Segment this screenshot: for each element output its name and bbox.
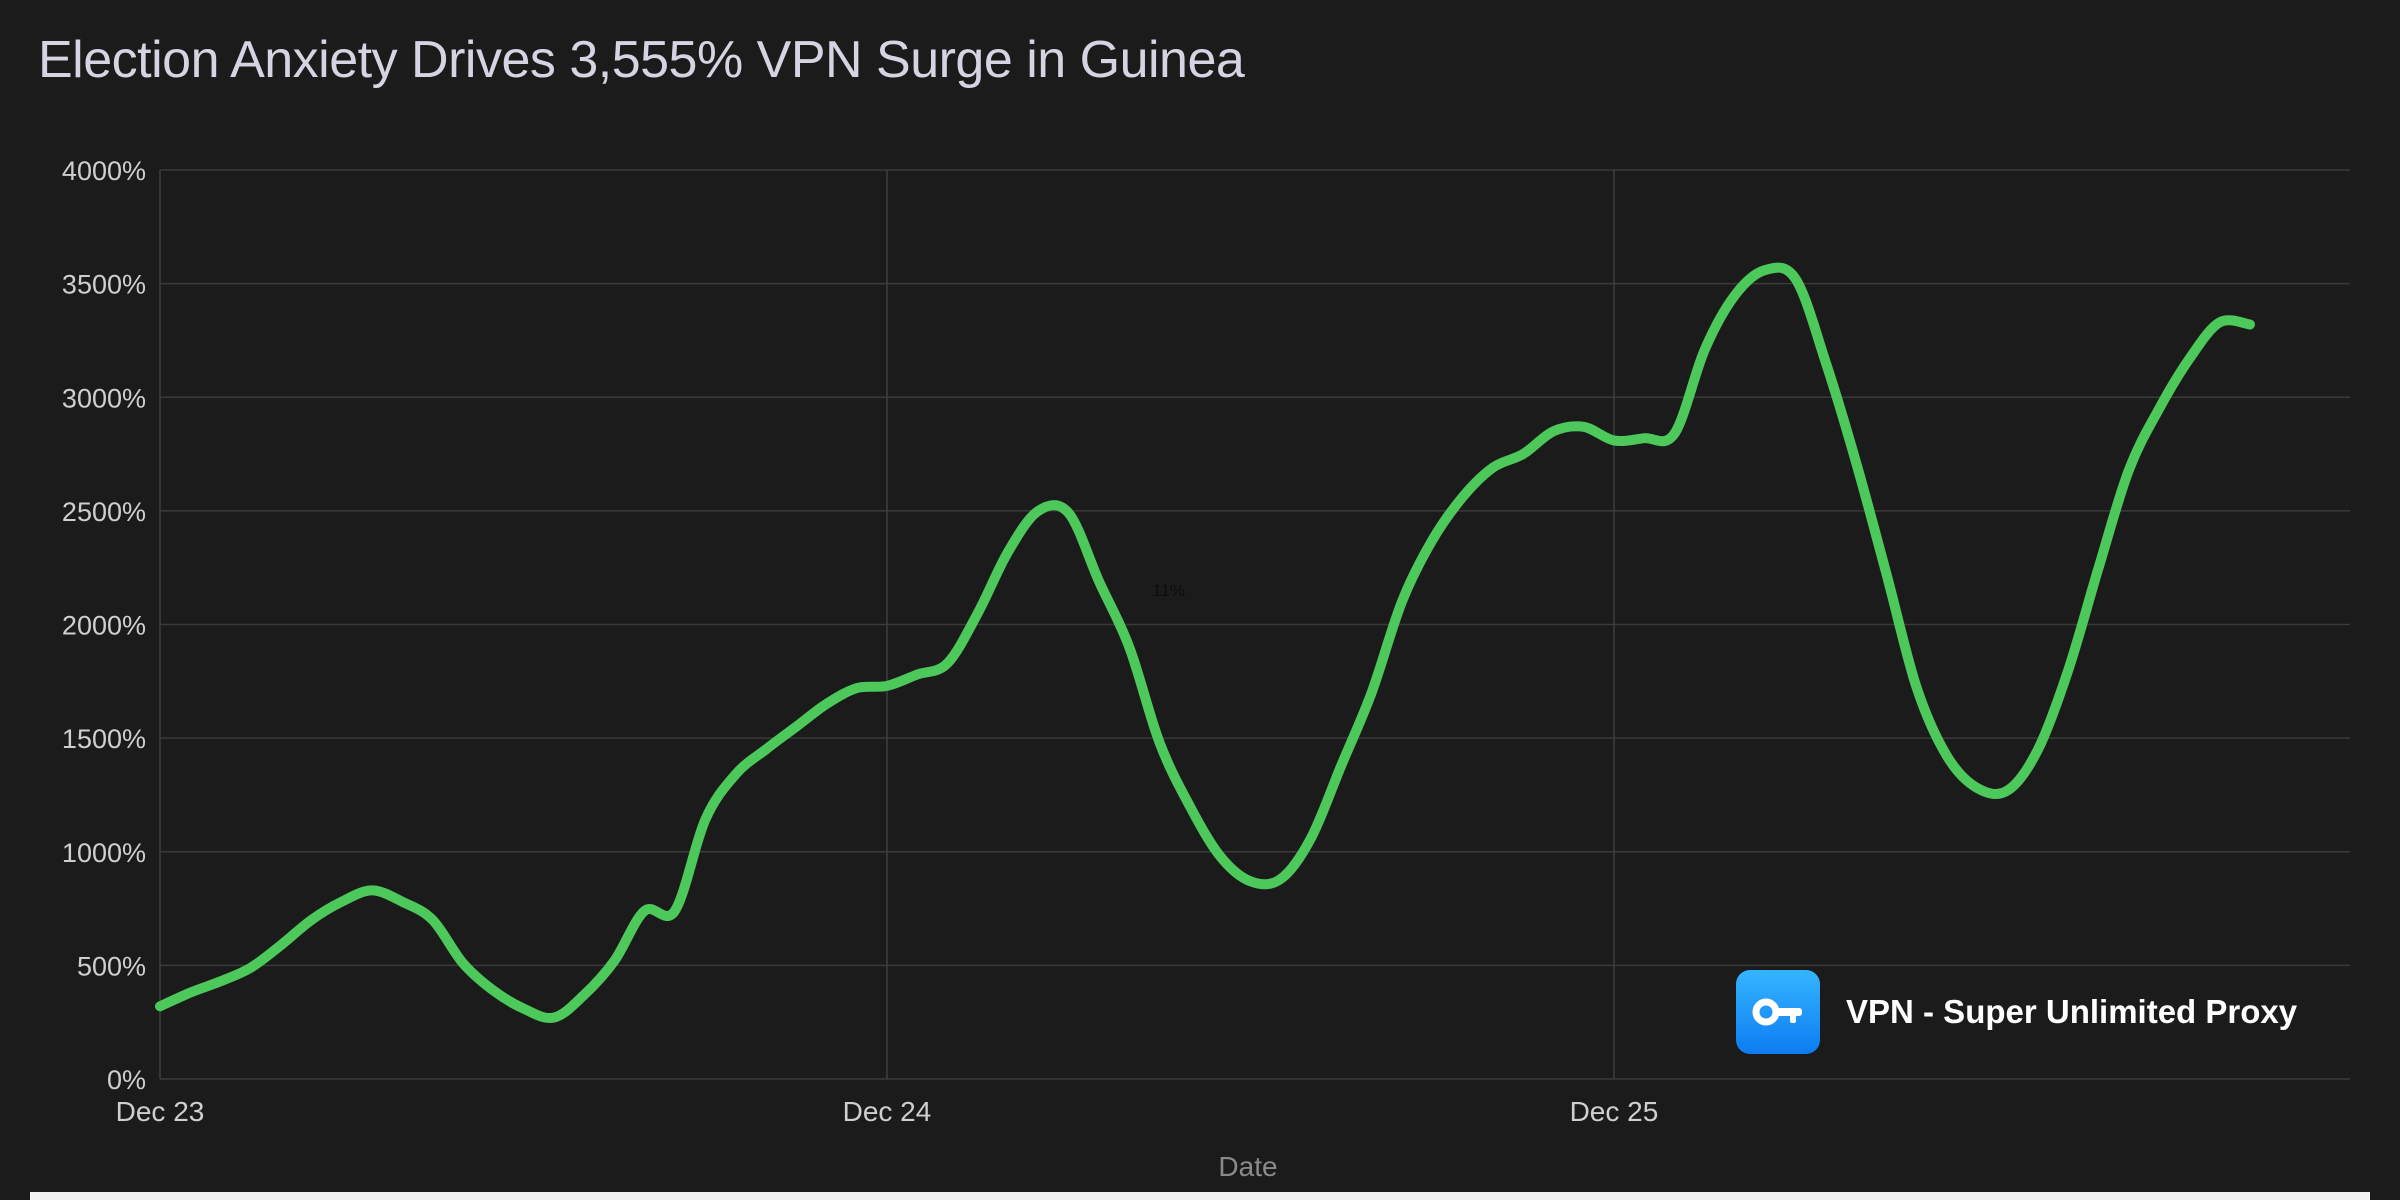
- x-axis-label: Date: [1218, 1151, 1277, 1182]
- annotation-label: 11%: [1152, 581, 1185, 600]
- y-tick-label: 3500%: [62, 270, 146, 300]
- brand-badge: VPN - Super Unlimited Proxy: [1736, 970, 2297, 1054]
- x-tick-label: Dec 25: [1570, 1096, 1659, 1127]
- x-tick-label: Dec 24: [843, 1096, 932, 1127]
- y-tick-label: 1000%: [62, 838, 146, 868]
- brand-name: VPN - Super Unlimited Proxy: [1846, 993, 2298, 1030]
- series-layer: [155, 262, 2255, 1024]
- x-tick-label: Dec 23: [116, 1096, 205, 1127]
- y-tick-label: 3000%: [62, 383, 146, 413]
- bottom-border: [30, 1192, 2370, 1200]
- series-line: [155, 262, 2255, 1024]
- x-axis-ticks: Dec 23 Dec 24 Dec 25: [116, 1096, 1659, 1127]
- y-axis-ticks: 0% 500% 1000% 1500% 2000% 2500% 3000% 3500% 4000…: [62, 156, 146, 1095]
- y-tick-label: 4000%: [62, 156, 146, 186]
- chart-title: Election Anxiety Drives 3,555% VPN Surge…: [38, 31, 1245, 89]
- grid: [159, 169, 2350, 1080]
- y-tick-label: 2500%: [62, 497, 146, 527]
- y-tick-label: 2000%: [62, 611, 146, 641]
- y-tick-label: 1500%: [62, 724, 146, 754]
- key-icon: [1736, 970, 1820, 1054]
- y-tick-label: 500%: [77, 951, 146, 981]
- y-tick-label: 0%: [107, 1065, 146, 1095]
